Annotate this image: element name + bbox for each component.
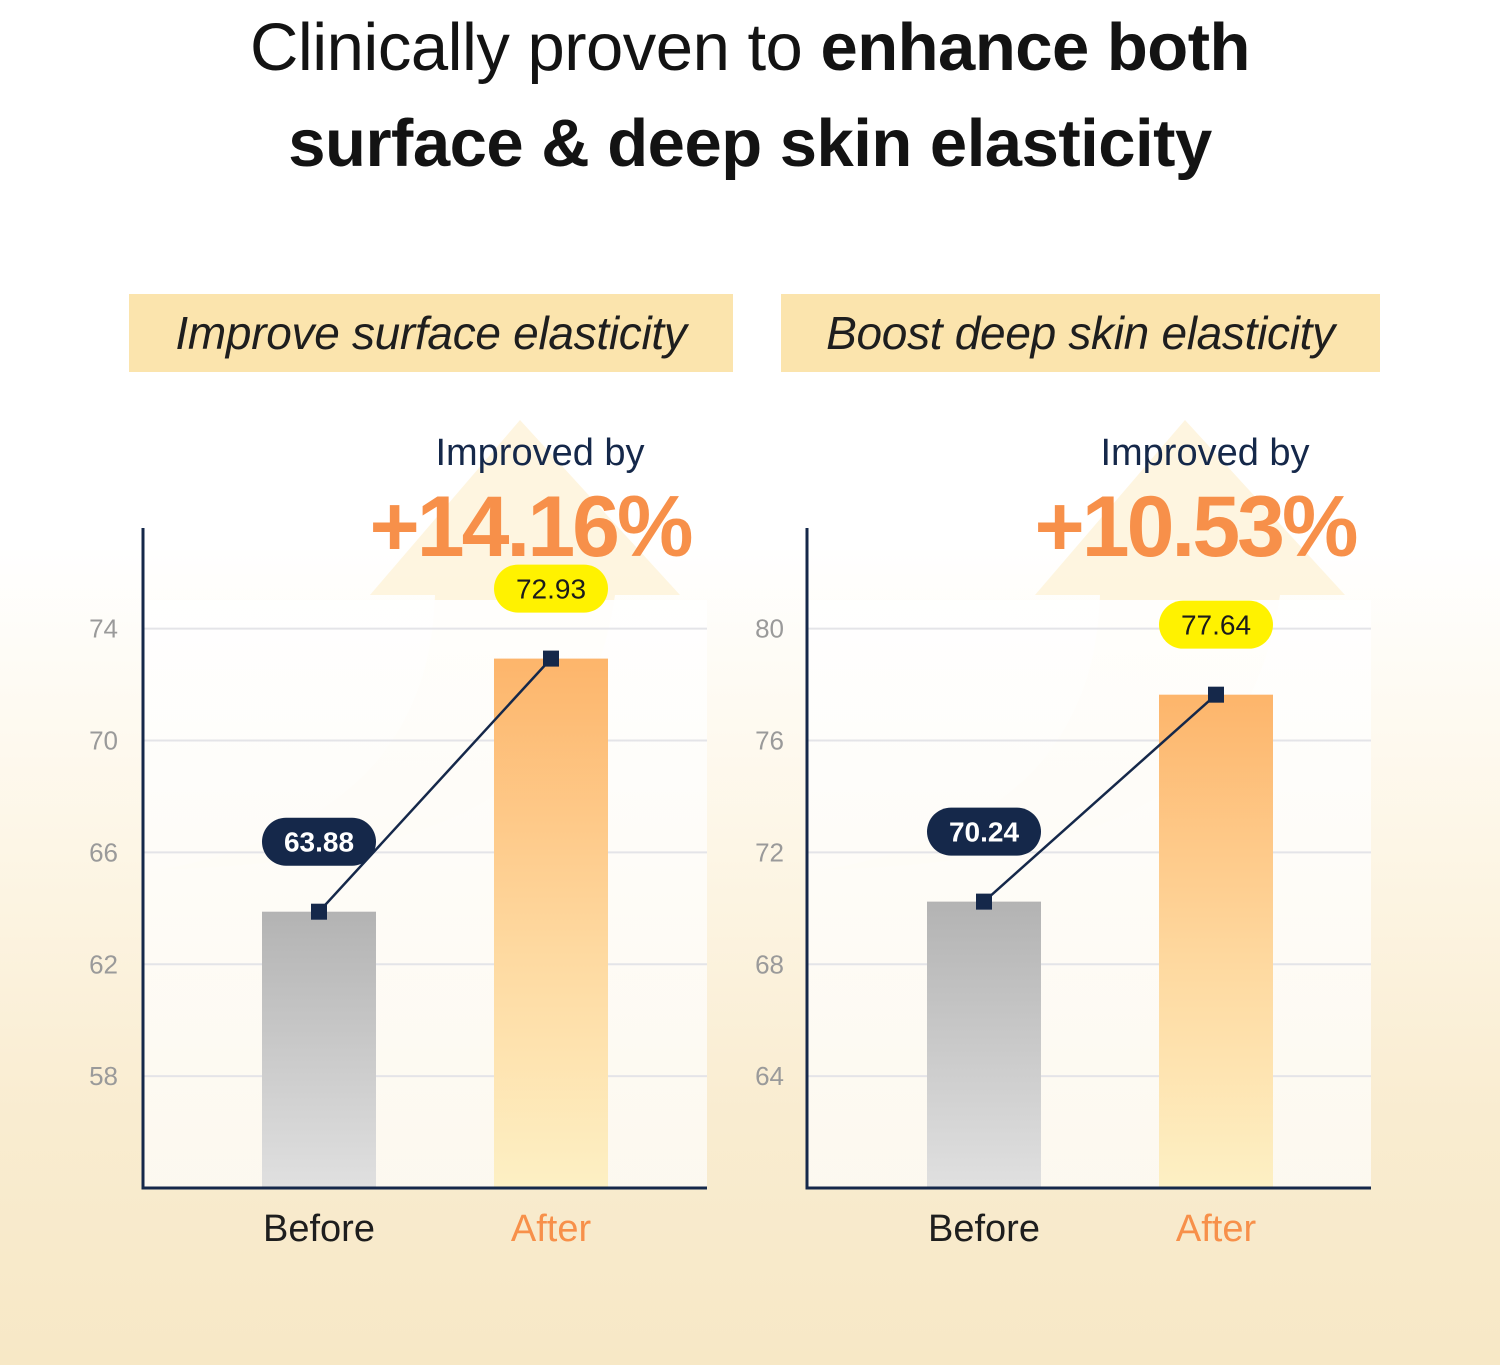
y-tick-label: 58 — [89, 1061, 118, 1091]
value-pill-after — [1159, 600, 1273, 649]
trend-line — [983, 693, 1217, 903]
data-point-marker — [543, 650, 559, 667]
data-label: 72.93 — [516, 574, 586, 605]
title-bold-text: enhance both — [820, 10, 1250, 85]
data-label: 70.24 — [949, 817, 1019, 848]
title-bold-text-2: surface & deep skin elasticity — [288, 106, 1212, 181]
improved-by-label-surface: Improved by — [435, 432, 645, 474]
data-label: 77.64 — [1181, 610, 1251, 641]
y-tick-label: 72 — [755, 837, 784, 867]
value-pill-after — [494, 564, 608, 613]
data-point-marker — [311, 903, 327, 920]
improvement-value-deep: +10.53% — [1034, 479, 1359, 575]
data-point-marker — [1208, 686, 1224, 703]
up-arrow-icon — [160, 420, 680, 870]
title-line-1: Clinically proven to enhance both — [0, 0, 1500, 96]
trend-line — [318, 657, 552, 913]
y-tick-label: 70 — [89, 726, 118, 756]
y-tick-label: 80 — [755, 614, 784, 644]
bar-before — [262, 911, 376, 1188]
x-label-after-surface: After — [510, 1208, 592, 1250]
up-arrow-icon — [825, 420, 1345, 870]
page-title: Clinically proven to enhance both surfac… — [0, 0, 1500, 192]
plot-area — [807, 600, 1371, 1188]
value-pill-before — [262, 817, 376, 866]
panel-header-deep: Boost deep skin elasticity — [781, 294, 1380, 372]
y-tick-label: 64 — [755, 1061, 784, 1091]
plot-area — [143, 600, 707, 1188]
chart-surface-elasticity: 74 70 66 62 58 63.88 72.93 — [89, 420, 707, 1190]
x-label-before-surface: Before — [263, 1208, 375, 1250]
y-tick-label: 62 — [89, 949, 118, 979]
x-label-before-deep: Before — [928, 1208, 1040, 1250]
title-regular-text: Clinically proven to — [250, 10, 821, 85]
data-point-marker — [976, 893, 992, 910]
improved-by-label-deep: Improved by — [1100, 432, 1310, 474]
title-line-2: surface & deep skin elasticity — [0, 96, 1500, 192]
y-tick-label: 68 — [755, 949, 784, 979]
y-tick-label: 66 — [89, 837, 118, 867]
y-tick-label: 76 — [755, 726, 784, 756]
panel-header-surface: Improve surface elasticity — [129, 294, 733, 372]
improvement-value-surface: +14.16% — [369, 479, 694, 575]
y-tick-label: 74 — [89, 614, 118, 644]
bar-after — [494, 658, 608, 1188]
x-label-after-deep: After — [1175, 1208, 1257, 1250]
value-pill-before — [927, 807, 1041, 856]
chart-deep-elasticity: 80 76 72 68 64 70.24 77.64 — [755, 420, 1371, 1190]
bar-after — [1159, 694, 1273, 1188]
data-label: 63.88 — [284, 827, 354, 858]
bar-before — [927, 901, 1041, 1188]
